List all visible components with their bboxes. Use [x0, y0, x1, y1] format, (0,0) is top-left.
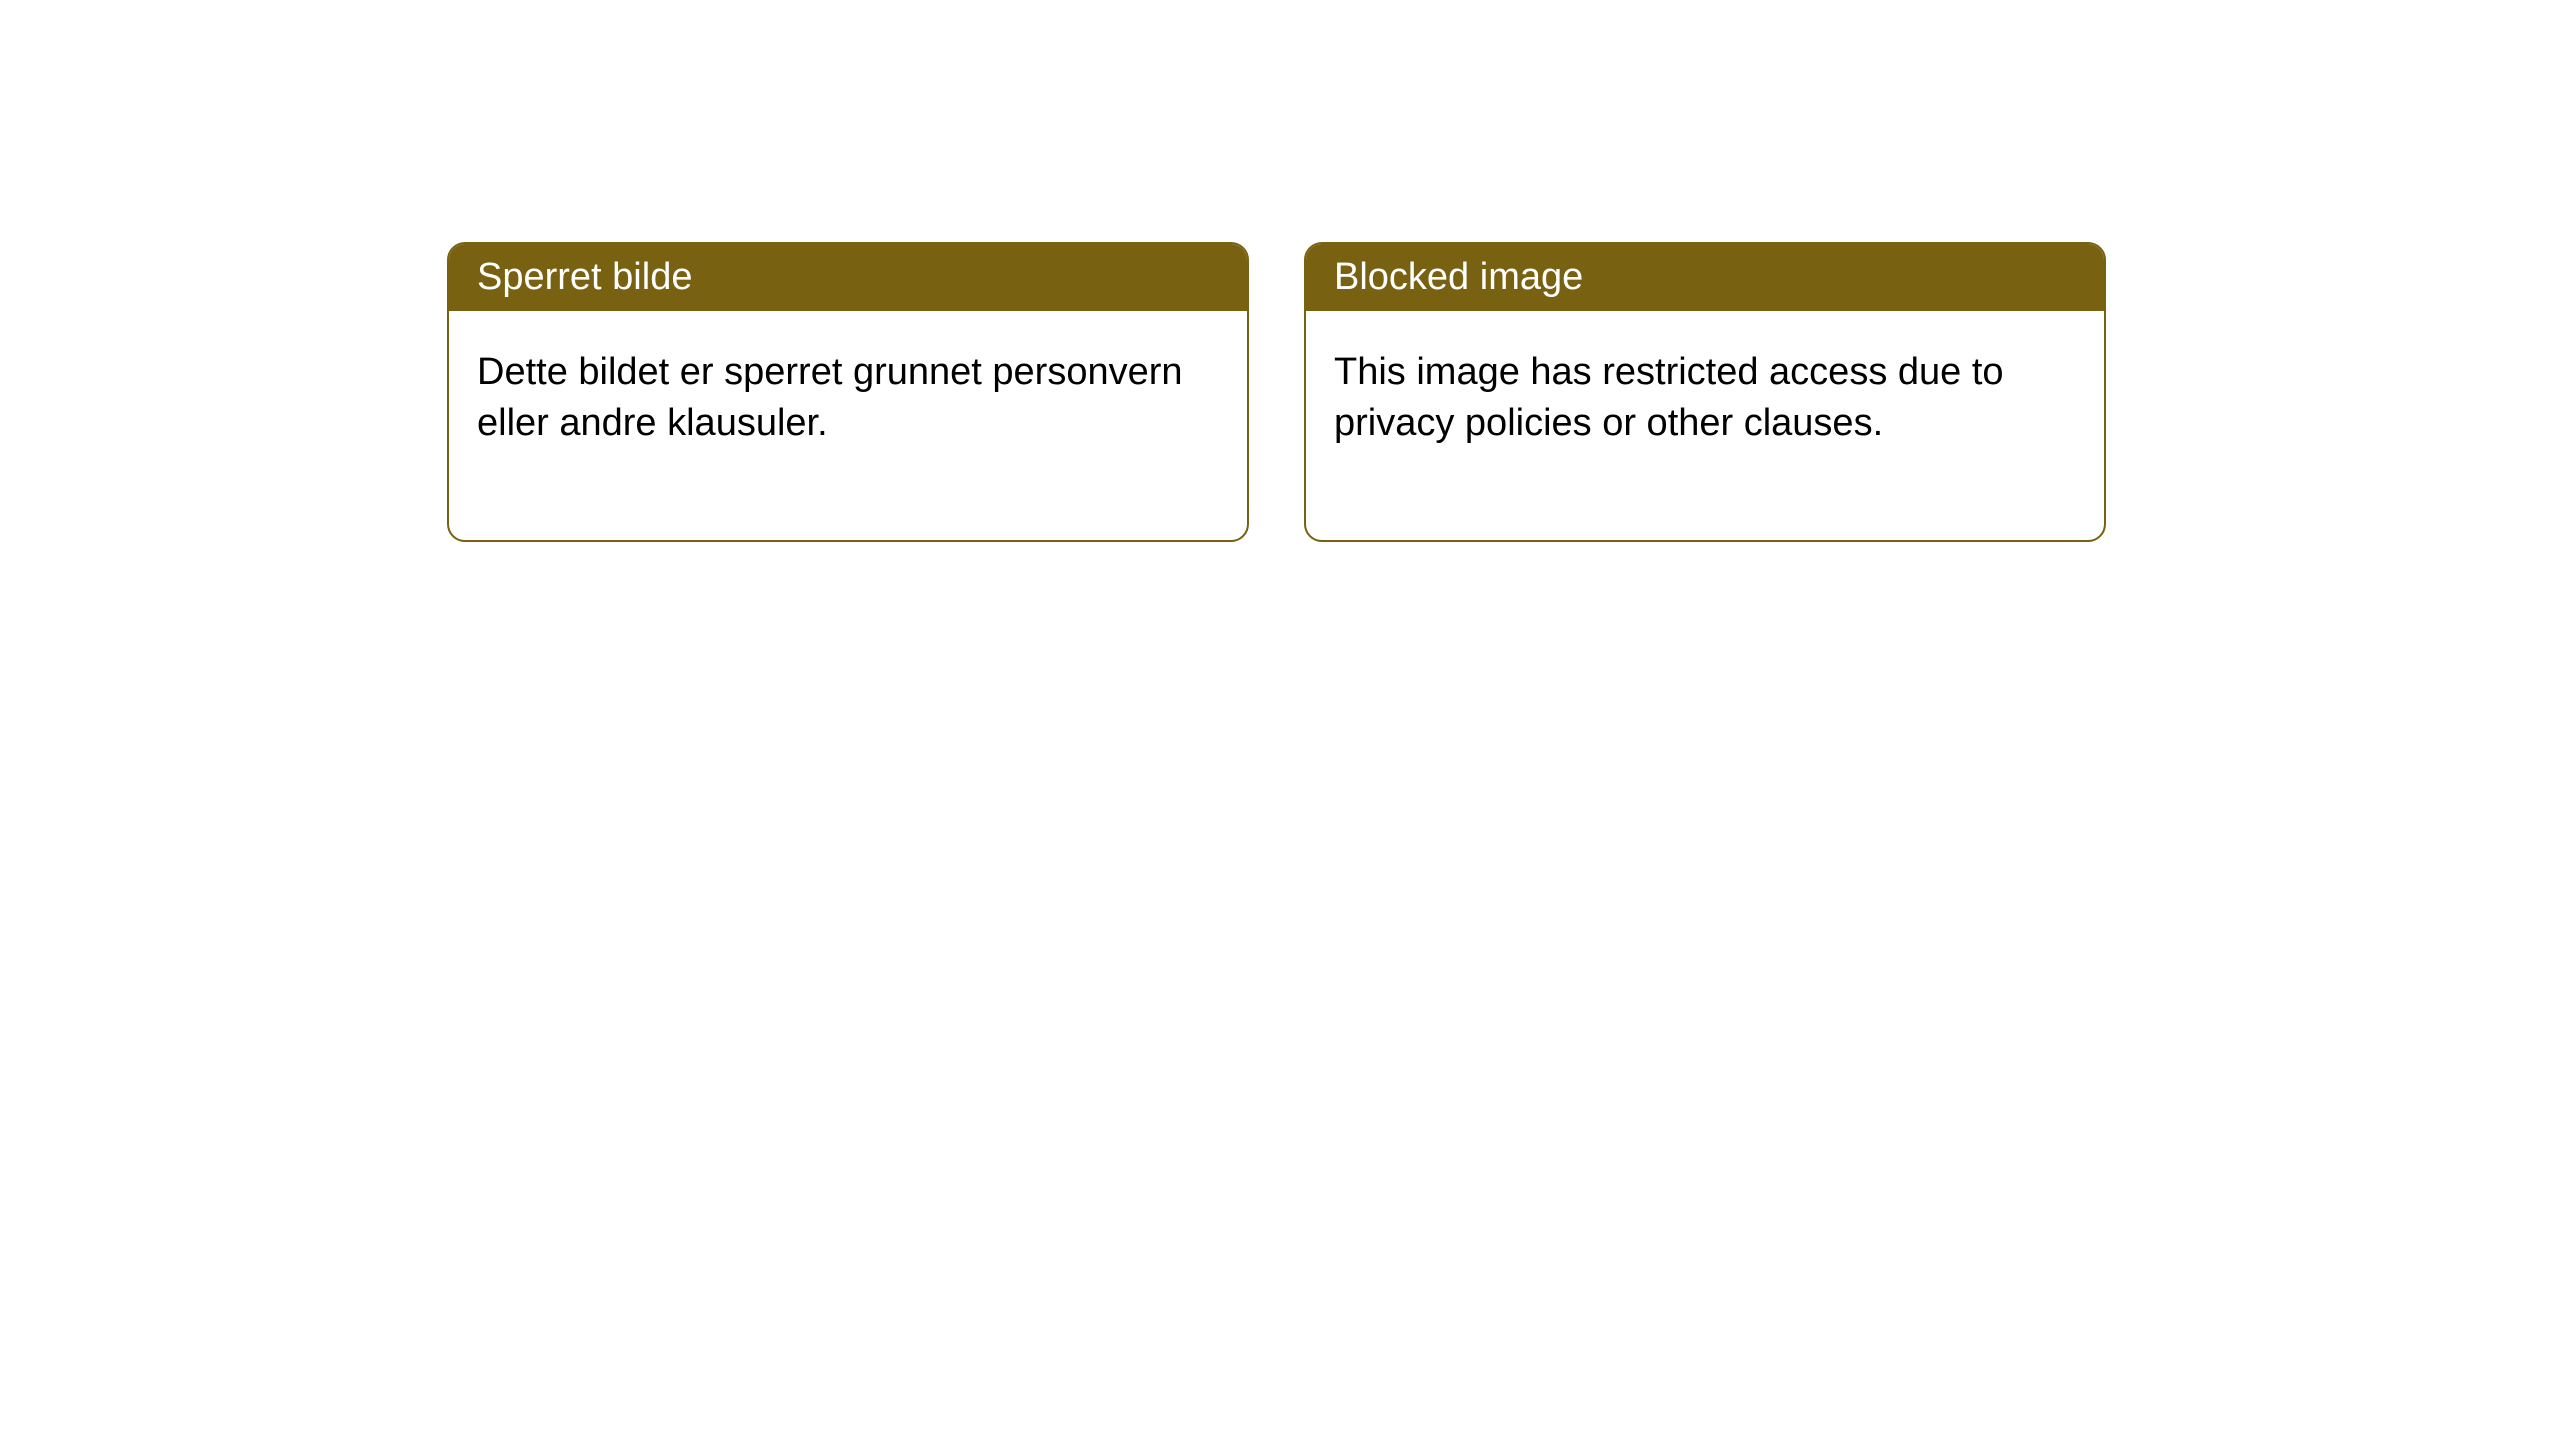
card-header: Blocked image: [1306, 244, 2104, 311]
card-title: Sperret bilde: [477, 256, 692, 298]
card-body: This image has restricted access due to …: [1306, 311, 2104, 540]
card-header: Sperret bilde: [449, 244, 1247, 311]
card-body: Dette bildet er sperret grunnet personve…: [449, 311, 1247, 540]
notice-card-norwegian: Sperret bilde Dette bildet er sperret gr…: [447, 242, 1249, 542]
card-body-text: This image has restricted access due to …: [1334, 351, 2004, 444]
card-title: Blocked image: [1334, 256, 1583, 298]
card-body-text: Dette bildet er sperret grunnet personve…: [477, 351, 1183, 444]
notice-card-english: Blocked image This image has restricted …: [1304, 242, 2106, 542]
notice-container: Sperret bilde Dette bildet er sperret gr…: [447, 242, 2106, 542]
